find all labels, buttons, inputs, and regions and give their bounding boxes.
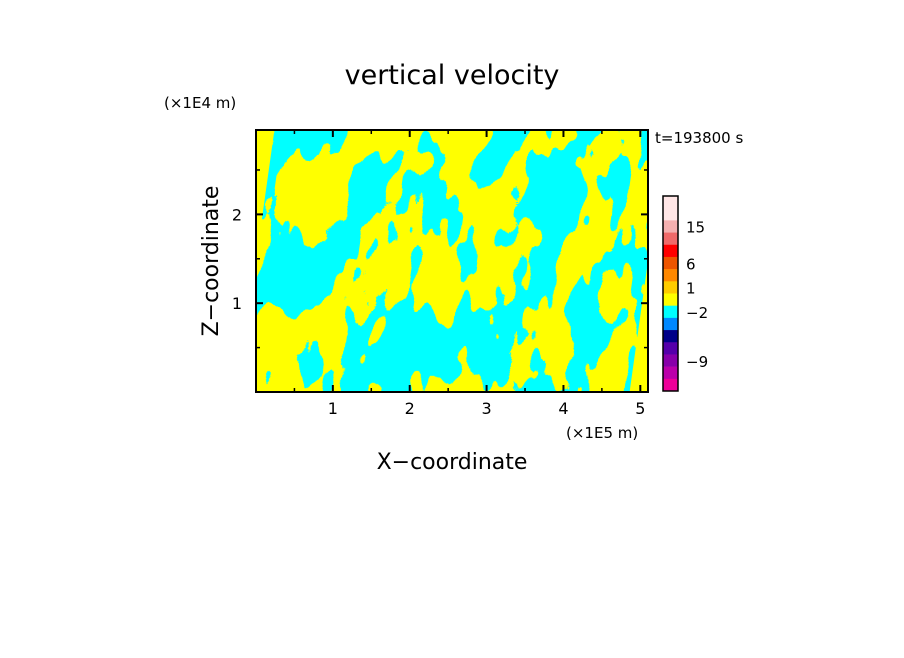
plot-frame [255,129,649,393]
x-tick-label: 2 [405,399,415,418]
x-tick-label: 3 [481,399,491,418]
color-bar-band [663,244,678,258]
color-bar-band [663,220,678,233]
color-bar-band [663,269,678,282]
color-bar-label: −9 [686,353,708,371]
color-bar-band [663,366,678,380]
color-bar-band [663,232,678,246]
x-tick-label: 1 [328,399,338,418]
color-bar-label: 6 [686,255,696,273]
y-axis-ticks: 12 [232,169,648,349]
time-label: t=193800 s [655,129,743,147]
color-bar-band [663,317,678,331]
color-bar-frame [662,195,679,392]
y-tick-label: 1 [232,294,242,313]
color-bar-labels: 15 6 1 −2 −9 [686,219,708,371]
negative-velocity-regions [256,130,648,392]
y-tick-label: 2 [232,205,242,224]
color-bar-band [663,378,678,392]
color-bar-band [663,330,678,343]
color-bar-band [663,305,678,319]
color-bar-band [663,293,678,306]
x-axis-label: X−coordinate [377,450,528,475]
color-bar [662,195,679,392]
color-bar-band [663,354,678,367]
x-axis-scale-label: (×1E5 m) [566,424,638,442]
color-bar-band [663,208,678,221]
color-bar-band [663,256,678,270]
color-bar-label: 1 [686,280,696,298]
color-bar-label: 15 [686,219,705,237]
chart-title: vertical velocity [345,60,560,91]
color-bar-band [663,342,678,355]
color-bar-band [663,196,678,209]
x-tick-label: 4 [558,399,568,418]
velocity-field [256,130,648,392]
y-axis-scale-label: (×1E4 m) [164,94,236,112]
x-tick-label: 5 [635,399,645,418]
y-axis-label: Z−coordinate [199,186,224,337]
x-axis-ticks: 1 2 3 4 5 [293,130,645,418]
color-bar-label: −2 [686,304,708,322]
color-bar-band [663,281,678,294]
